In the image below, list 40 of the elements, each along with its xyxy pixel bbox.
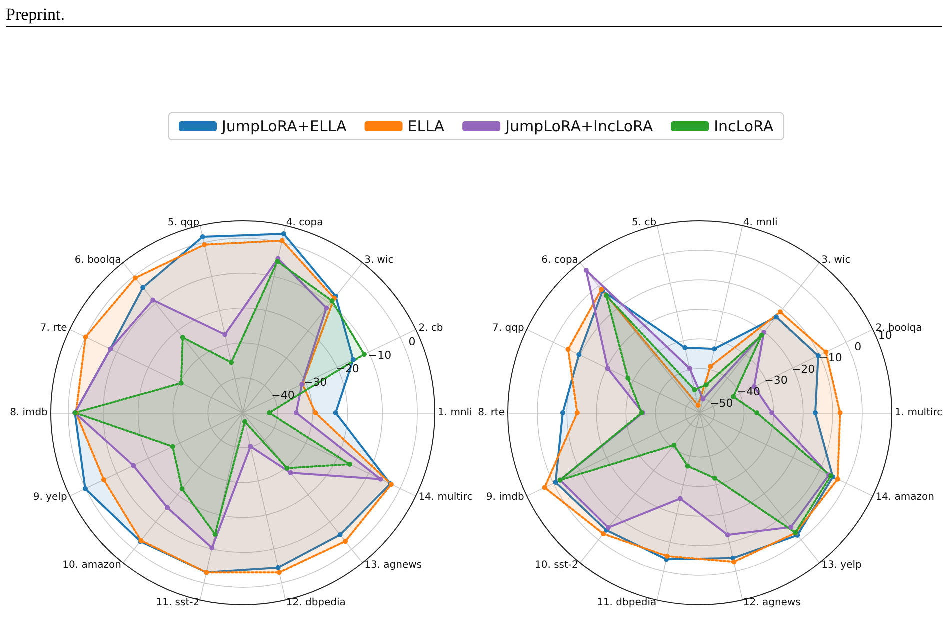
spoke-label: 12. dbpedia (286, 598, 346, 609)
legend-label: JumpLoRA+IncLoRA (504, 118, 654, 136)
spoke-label: 7. rte (40, 322, 68, 334)
spoke-label: 7. qqp (492, 322, 524, 334)
spoke-label: 4. mnli (743, 217, 778, 228)
spoke-label: 11. dbpedia (597, 598, 657, 609)
text: Preprint. (6, 5, 66, 24)
spoke-label: 5. qqp (168, 217, 200, 228)
spoke-label: 6. copa (542, 255, 578, 266)
spoke-label: 12. agnews (743, 598, 801, 609)
y-tick-label: −40 (737, 386, 761, 399)
spoke-label: 13. yelp (822, 560, 862, 571)
y-tick-label: 0 (408, 336, 416, 349)
spoke-label: 6. boolqa (74, 255, 122, 266)
spoke-label: 8. rte (478, 408, 505, 418)
spoke-label: 13. agnews (364, 560, 422, 571)
y-tick-label: −30 (764, 374, 788, 388)
y-tick-label: 0 (854, 340, 862, 354)
y-tick-label: −50 (710, 396, 734, 410)
y-tick-label: −20 (792, 362, 816, 376)
spoke-label: 11. sst-2 (156, 598, 200, 609)
spoke-label: 5. cb (632, 217, 657, 228)
spoke-label: 1. multirc (895, 408, 943, 418)
spoke-label: 1. mnli (438, 408, 472, 418)
spoke-label: 10. amazon (62, 560, 122, 571)
spoke-label: 2. cb (418, 322, 444, 334)
spoke-label: 10. sst-2 (535, 560, 578, 571)
spoke-label: 3. wic (822, 255, 851, 266)
legend-label: JumpLoRA+ELLA (221, 118, 348, 136)
legend-label: IncLoRA (714, 118, 774, 136)
legend-label: ELLA (408, 118, 446, 136)
spoke-label: 14. amazon (876, 492, 934, 504)
spoke-label: 9. imdb (486, 492, 524, 504)
spoke-label: 8. imdb (10, 408, 48, 418)
y-tick-label: −40 (272, 389, 295, 402)
spoke-label: 3. wic (364, 255, 394, 266)
y-tick-label: −10 (368, 349, 392, 362)
spoke-label: 9. yelp (33, 492, 68, 504)
spoke-label: 14. multirc (418, 492, 473, 504)
spoke-label: 4. copa (286, 217, 324, 228)
